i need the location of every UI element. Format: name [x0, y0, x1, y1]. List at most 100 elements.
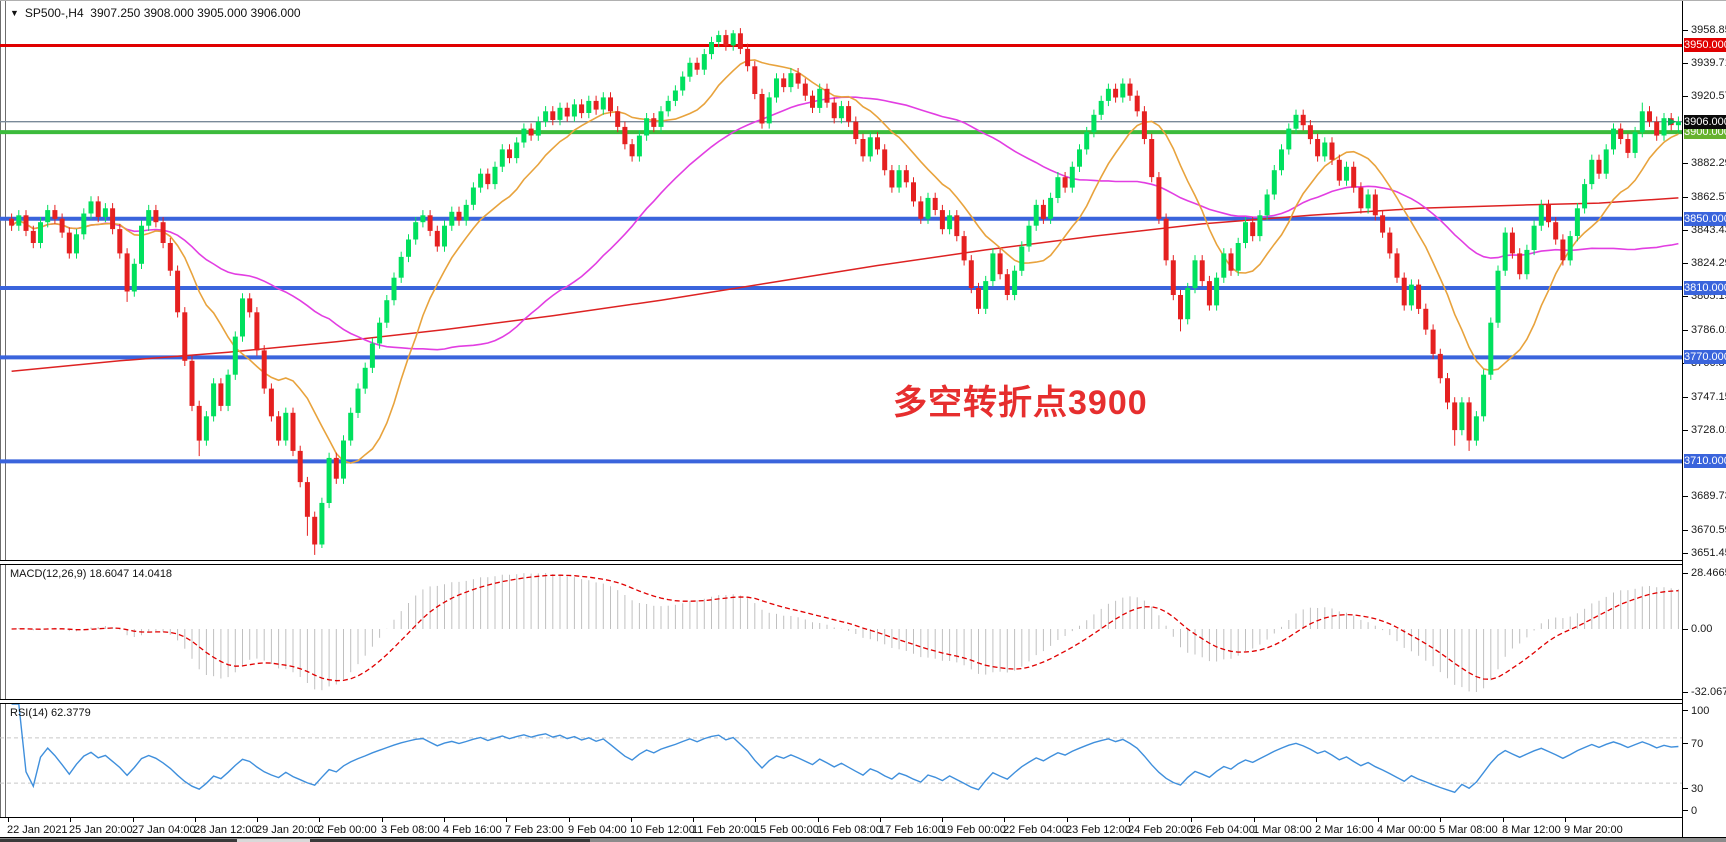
date-tick [1565, 818, 1566, 822]
date-tick-label: 22 Feb 04:00 [1003, 824, 1068, 836]
date-tick-label: 8 Mar 12:00 [1502, 824, 1561, 836]
macd-tick-label: -32.067 [1691, 686, 1726, 698]
date-tick [755, 818, 756, 822]
date-tick-label: 4 Feb 16:00 [443, 824, 502, 836]
price-tick [1683, 96, 1688, 97]
price-tick [1683, 163, 1688, 164]
scrollbar-thumb[interactable] [237, 839, 310, 842]
symbol-label: SP500-,H4 [24, 6, 84, 20]
ohlc-open: 3907.250 [90, 6, 141, 20]
date-tick-label: 29 Jan 20:00 [256, 824, 320, 836]
rsi-panel-canvas[interactable] [0, 704, 1682, 817]
date-tick-label: 26 Feb 04:00 [1190, 824, 1255, 836]
price-level-badge: 3950.000 [1684, 38, 1726, 52]
date-tick [1067, 818, 1068, 822]
date-tick-label: 27 Jan 04:00 [132, 824, 196, 836]
price-tick [1683, 63, 1688, 64]
price-tick-label: 3689.730 [1691, 490, 1726, 502]
scrollbar-segment[interactable] [0, 839, 237, 842]
rsi-tick [1683, 710, 1688, 711]
price-tick [1683, 430, 1688, 431]
price-level-badge: 3850.000 [1684, 212, 1726, 226]
macd-tick [1683, 573, 1688, 574]
date-tick-label: 11 Feb 20:00 [692, 824, 757, 836]
ohlc-close: 3906.000 [250, 6, 301, 20]
ohlc-low: 3905.000 [197, 6, 248, 20]
price-tick-label: 3882.290 [1691, 157, 1726, 169]
price-tick-label: 3728.010 [1691, 424, 1726, 436]
current-price-badge: 3906.000 [1684, 115, 1726, 129]
horizontal-scrollbar[interactable] [0, 837, 1726, 842]
date-tick [880, 818, 881, 822]
price-tick-label: 3939.710 [1691, 57, 1726, 69]
date-tick [506, 818, 507, 822]
date-tick [70, 818, 71, 822]
date-tick [195, 818, 196, 822]
date-tick-label: 2 Feb 00:00 [318, 824, 377, 836]
date-tick-label: 1 Mar 08:00 [1253, 824, 1312, 836]
price-axis[interactable]: 3958.850 3939.710 3920.570 3882.290 3862.570… [1682, 1, 1726, 837]
rsi-tick [1683, 788, 1688, 789]
date-tick [693, 818, 694, 822]
rsi-tick [1683, 810, 1688, 811]
price-chart-canvas[interactable] [0, 1, 1682, 560]
date-axis[interactable]: 22 Jan 2021 25 Jan 20:00 27 Jan 04:00 28 Ja… [0, 817, 1682, 837]
date-tick-label: 17 Feb 16:00 [879, 824, 944, 836]
price-tick [1683, 30, 1688, 31]
date-tick [8, 818, 9, 822]
date-tick-label: 9 Mar 20:00 [1564, 824, 1623, 836]
window-left-border [0, 1, 1, 842]
rsi-tick-label: 30 [1691, 783, 1704, 795]
macd-panel-canvas[interactable] [0, 565, 1682, 699]
price-tick-label: 3843.430 [1691, 224, 1726, 236]
rsi-tick-label: 100 [1691, 705, 1710, 717]
price-tick-label: 3862.570 [1691, 191, 1726, 203]
scrollbar-segment[interactable] [310, 839, 590, 842]
rsi-tick [1683, 743, 1688, 744]
price-tick [1683, 197, 1688, 198]
date-tick-label: 25 Jan 20:00 [69, 824, 133, 836]
price-tick-label: 3824.290 [1691, 257, 1726, 269]
price-tick-label: 3786.010 [1691, 324, 1726, 336]
panel-splitter-rsi[interactable] [0, 699, 1682, 704]
price-level-badge: 3710.000 [1684, 454, 1726, 468]
ohlc-high: 3908.000 [143, 6, 194, 20]
macd-tick [1683, 629, 1688, 630]
price-tick [1683, 530, 1688, 531]
date-tick [1129, 818, 1130, 822]
price-tick-label: 3747.150 [1691, 391, 1726, 403]
price-tick-label: 3670.590 [1691, 524, 1726, 536]
price-tick-label: 3651.450 [1691, 547, 1726, 559]
date-tick [382, 818, 383, 822]
panel-splitter-macd[interactable] [0, 560, 1682, 565]
date-tick [319, 818, 320, 822]
price-tick [1683, 496, 1688, 497]
price-tick [1683, 553, 1688, 554]
macd-tick-label: 0.00 [1691, 623, 1713, 635]
rsi-label: RSI(14) 62.3779 [10, 707, 91, 719]
date-tick-label: 19 Feb 00:00 [941, 824, 1006, 836]
date-tick [257, 818, 258, 822]
date-tick [942, 818, 943, 822]
price-level-badge: 3810.000 [1684, 281, 1726, 295]
date-tick-label: 2 Mar 16:00 [1315, 824, 1374, 836]
date-tick-label: 22 Jan 2021 [7, 824, 68, 836]
date-tick [1316, 818, 1317, 822]
date-tick-label: 5 Mar 08:00 [1439, 824, 1498, 836]
chart-annotation: 多空转折点3900 [893, 384, 1148, 422]
date-tick [1378, 818, 1379, 822]
date-tick [569, 818, 570, 822]
rsi-tick-label: 0 [1691, 805, 1698, 817]
date-tick-label: 7 Feb 23:00 [505, 824, 564, 836]
symbol-dropdown-icon[interactable]: ▼ [10, 8, 19, 18]
macd-tick [1683, 692, 1688, 693]
date-tick-label: 3 Feb 08:00 [381, 824, 440, 836]
date-tick [1503, 818, 1504, 822]
date-tick-label: 23 Feb 12:00 [1066, 824, 1131, 836]
price-tick-label: 3958.850 [1691, 24, 1726, 36]
price-tick [1683, 330, 1688, 331]
date-tick [1004, 818, 1005, 822]
price-tick-label: 3920.570 [1691, 90, 1726, 102]
date-tick-label: 24 Feb 20:00 [1128, 824, 1193, 836]
